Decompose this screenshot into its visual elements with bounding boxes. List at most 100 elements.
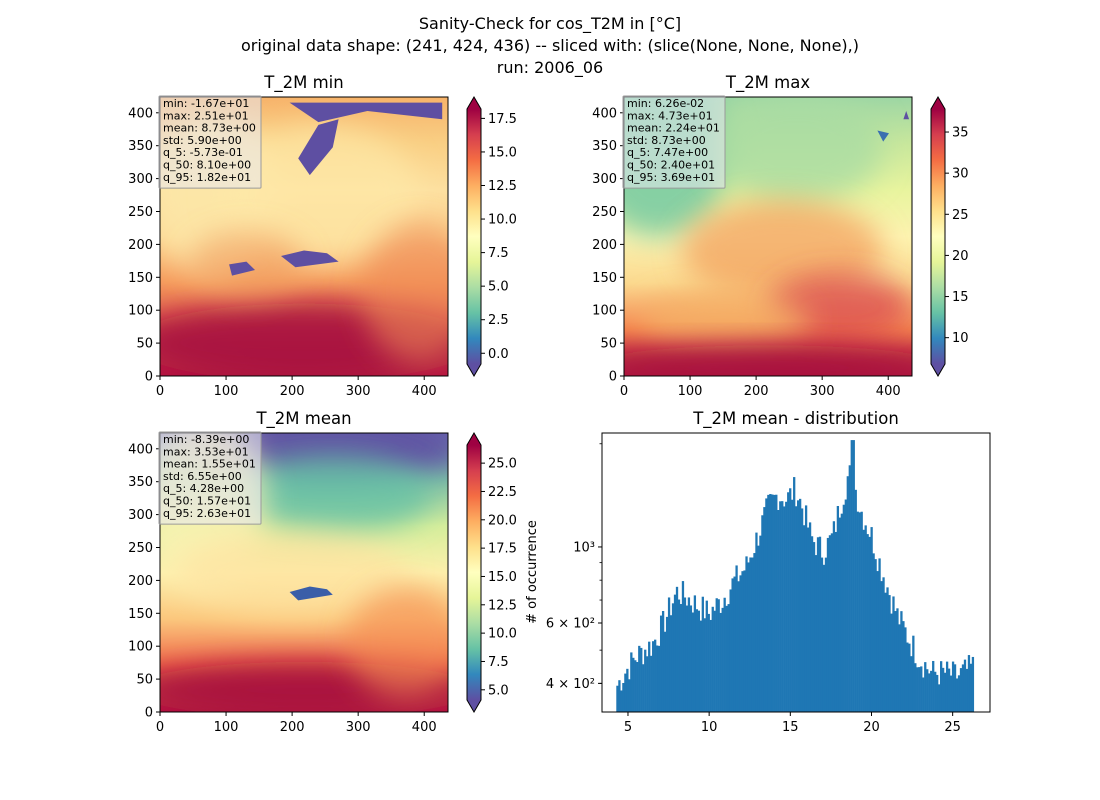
y-tick-label: 250: [592, 205, 617, 220]
colorbar-tick-label: 7.5: [488, 655, 509, 670]
histogram-bar: [832, 521, 836, 712]
histogram-bar: [669, 615, 673, 712]
histogram-bar: [872, 553, 875, 712]
x-tick-label: 100: [678, 384, 703, 399]
x-tick-label: 400: [412, 720, 437, 735]
panel-mean-title: T_2M mean: [255, 409, 351, 429]
histogram-bar: [681, 581, 685, 712]
colorbar-tick-label: 35: [952, 126, 969, 141]
x-tick-label: 200: [744, 384, 769, 399]
y-tick-label: 100: [592, 304, 617, 319]
histogram-bar: [642, 664, 645, 712]
map-region: [174, 530, 405, 615]
histogram-bar: [775, 494, 778, 712]
histogram-bar: [741, 571, 744, 712]
histogram-bar: [671, 603, 675, 712]
map-region: [624, 345, 912, 376]
colorbar-tick-label: 5.0: [488, 683, 509, 698]
colorbar-extend-bottom: [467, 700, 481, 712]
histogram-bars: [616, 440, 975, 712]
y-tick-label: 50: [136, 673, 153, 688]
histogram-bar: [709, 619, 712, 712]
histogram-bar: [648, 641, 651, 712]
histogram-bar: [820, 557, 824, 712]
panel-min-title: T_2M min: [263, 73, 343, 93]
histogram-bar: [787, 492, 790, 712]
histogram-y-tick-label: 4 × 10²: [546, 677, 595, 692]
y-tick-label: 350: [128, 475, 153, 490]
panel-mean-axis-ticks: 0 100 200 300 400 0 50 100 150 200 250 300 350 400: [128, 442, 436, 735]
histogram-bar: [659, 615, 663, 712]
y-tick-label: 150: [128, 271, 153, 286]
histogram-bar: [840, 513, 843, 712]
histogram-bar: [912, 635, 915, 712]
panel-mean-colorbar: 5.0 7.5 10.0 12.5 15.0 17.5 20.0 22.5 25.0: [466, 432, 517, 713]
histogram-bar: [657, 645, 661, 712]
stats-line: q_5: 7.47e+00: [627, 146, 708, 159]
histogram-bar: [634, 660, 637, 712]
histogram-x-tick-label: 20: [863, 720, 880, 735]
y-tick-label: 400: [128, 442, 153, 457]
histogram-bar: [735, 565, 738, 712]
histogram-bar: [769, 494, 772, 712]
histogram-bar: [816, 537, 820, 712]
colorbar-tick-label: 17.5: [488, 112, 517, 127]
colorbar-tick-label: 0.0: [488, 347, 509, 362]
histogram-bar: [882, 577, 885, 712]
histogram-bar: [731, 578, 734, 712]
histogram-bar: [663, 631, 667, 712]
histogram-bar: [715, 598, 718, 712]
panel-mean-frame: [159, 432, 449, 713]
histogram-bar: [799, 498, 802, 712]
histogram-bar: [737, 581, 740, 712]
colorbar-tick-label: 20: [952, 249, 969, 264]
stats-line: max: 2.51e+01: [163, 109, 249, 122]
y-tick-label: 0: [145, 706, 153, 721]
histogram-bar: [836, 506, 840, 712]
histogram-bar: [624, 673, 627, 712]
map-region: [710, 97, 884, 204]
histogram-bar: [969, 663, 973, 712]
stats-line: q_95: 1.82e+01: [163, 171, 251, 184]
histogram-bar: [675, 586, 679, 712]
suptitle-line-1: Sanity-Check for cos_T2M in [°C]: [419, 14, 681, 34]
histogram-bar: [838, 517, 842, 712]
histogram-bar: [880, 581, 883, 712]
histogram-bar: [711, 606, 714, 712]
histogram-bar: [739, 575, 742, 712]
histogram-bar: [703, 618, 706, 712]
histogram-bar: [955, 678, 959, 712]
histogram-bar: [922, 677, 925, 712]
histogram-bar: [916, 667, 919, 712]
histogram-bar: [876, 571, 879, 712]
histogram-bar: [947, 668, 951, 712]
stats-line: max: 4.73e+01: [627, 109, 713, 122]
histogram-bar: [717, 599, 720, 712]
histogram-bar: [749, 557, 752, 712]
histogram-bar: [616, 685, 619, 712]
colorbar-tick-label: 10.0: [488, 213, 517, 228]
histogram-bar: [856, 511, 859, 712]
histogram-bar: [652, 641, 655, 712]
histogram-bar: [667, 597, 671, 712]
histogram-bar: [705, 600, 708, 712]
colorbar-tick-label: 12.5: [488, 598, 517, 613]
histogram-bar: [910, 656, 913, 712]
stats-line: std: 6.55e+00: [163, 470, 242, 483]
suptitle-line-2: original data shape: (241, 424, 436) -- …: [241, 36, 859, 55]
histogram-x-tick-label: 5: [624, 720, 632, 735]
histogram-bar: [638, 645, 641, 712]
colorbar-tick-label: 2.5: [488, 313, 509, 328]
histogram-bar: [943, 672, 947, 712]
histogram-bar: [926, 669, 929, 712]
colorbar-extend-top: [467, 433, 481, 445]
colorbar-gradient: [467, 445, 481, 700]
cold-region: [289, 102, 443, 123]
stats-line: mean: 8.73e+00: [163, 122, 256, 135]
y-tick-label: 350: [128, 139, 153, 154]
histogram-bar: [691, 612, 695, 712]
y-tick-label: 200: [128, 574, 153, 589]
histogram-bar: [828, 535, 832, 712]
histogram-bar: [804, 505, 808, 712]
x-tick-label: 300: [810, 384, 835, 399]
